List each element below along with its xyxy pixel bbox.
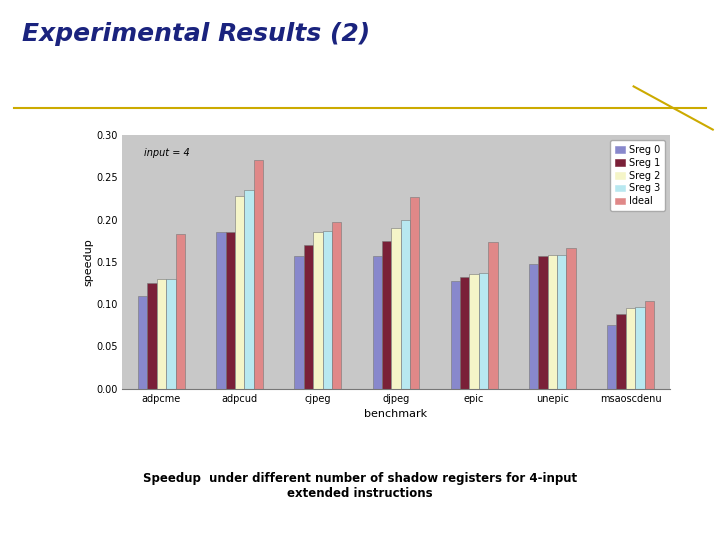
Bar	[607, 325, 616, 389]
Bar	[253, 160, 263, 389]
Bar	[548, 255, 557, 389]
Bar	[138, 296, 148, 389]
Text: input = 4: input = 4	[144, 147, 190, 158]
Bar	[148, 283, 157, 389]
Bar	[235, 196, 244, 389]
Bar	[244, 190, 253, 389]
Bar	[294, 256, 304, 389]
Bar	[304, 245, 313, 389]
Bar	[225, 232, 235, 389]
Bar	[391, 228, 401, 389]
Bar	[332, 222, 341, 389]
Bar	[557, 255, 567, 389]
Bar	[313, 232, 323, 389]
Bar	[644, 301, 654, 389]
Text: Experimental Results (2): Experimental Results (2)	[22, 22, 370, 45]
Bar	[567, 247, 576, 389]
Bar	[372, 256, 382, 389]
Bar	[539, 256, 548, 389]
Bar	[216, 232, 225, 389]
Bar	[460, 277, 469, 389]
Bar	[469, 274, 479, 389]
Bar	[166, 279, 176, 389]
Text: Speedup  under different number of shadow registers for 4-input
extended instruc: Speedup under different number of shadow…	[143, 472, 577, 500]
Bar	[410, 197, 420, 389]
Bar	[382, 241, 391, 389]
Bar	[529, 264, 539, 389]
Bar	[176, 234, 185, 389]
Legend: Sreg 0, Sreg 1, Sreg 2, Sreg 3, Ideal: Sreg 0, Sreg 1, Sreg 2, Sreg 3, Ideal	[610, 140, 665, 211]
Bar	[451, 280, 460, 389]
Y-axis label: speedup: speedup	[83, 238, 93, 286]
Bar	[479, 273, 488, 389]
Bar	[635, 307, 644, 389]
Bar	[626, 308, 635, 389]
Bar	[323, 231, 332, 389]
Bar	[401, 220, 410, 389]
Bar	[616, 314, 626, 389]
X-axis label: benchmark: benchmark	[364, 409, 428, 419]
Bar	[488, 241, 498, 389]
Bar	[157, 279, 166, 389]
